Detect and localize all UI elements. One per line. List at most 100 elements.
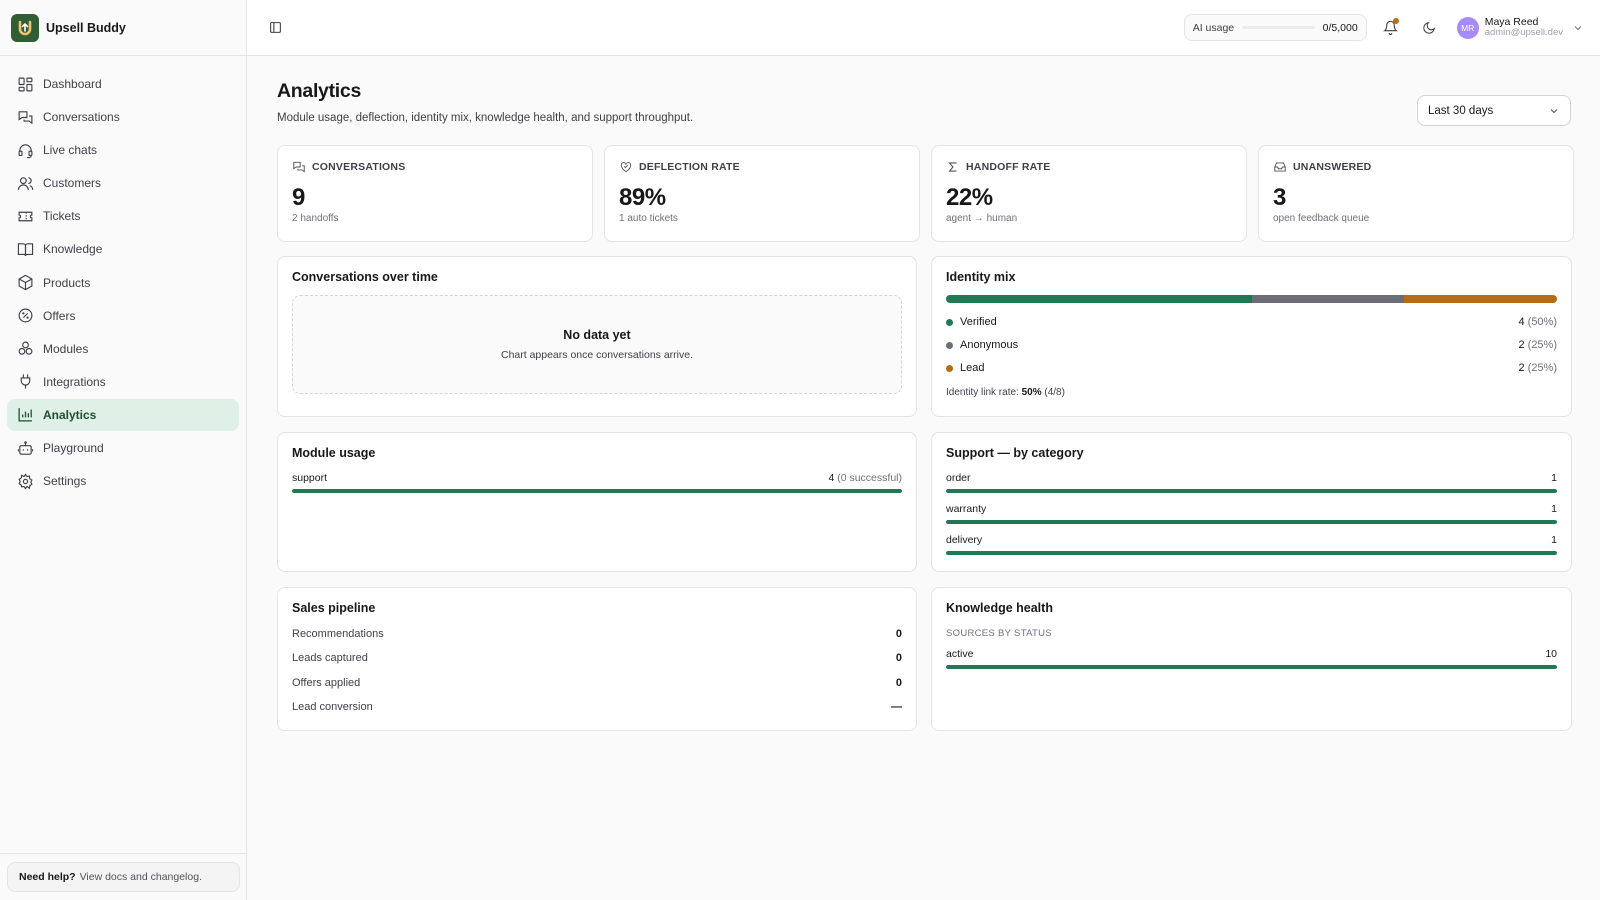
plug-icon	[20, 374, 31, 389]
ai-usage-value: 0/5,000	[1322, 21, 1358, 34]
card-title: Module usage	[292, 446, 376, 460]
stat-label: HANDOFF RATE	[966, 161, 1051, 173]
sidebar-item-products[interactable]: Products	[7, 267, 239, 299]
sidebar-item-knowledge[interactable]: Knowledge	[7, 233, 239, 265]
pipeline-row: Recommendations 0	[292, 627, 902, 641]
stat-hint: 2 handoffs	[292, 213, 339, 224]
page-title: Analytics	[277, 80, 362, 102]
sidebar-item-playground[interactable]: Playground	[7, 432, 239, 464]
link-rate-value: 50%	[1021, 387, 1042, 398]
category-label: delivery	[946, 534, 983, 546]
module-usage-card: Module usage support 4 (0 successful)	[277, 432, 917, 572]
inbox-icon	[1274, 162, 1286, 172]
pipeline-row: Leads captured 0	[292, 651, 902, 665]
card-title: Support — by category	[946, 446, 1084, 460]
pipeline-row: Lead conversion —	[292, 700, 902, 714]
ticket-icon	[18, 211, 33, 222]
sidebar-nav: Dashboard Conversations Live chats Custo…	[0, 56, 246, 510]
knowledge-health-card: Knowledge health SOURCES BY STATUS activ…	[931, 587, 1572, 731]
date-range-value: Last 30 days	[1428, 104, 1494, 117]
user-email: admin@upsell.dev	[1484, 27, 1563, 39]
theme-toggle-button[interactable]	[1415, 14, 1443, 42]
sidebar-item-live-chats[interactable]: Live chats	[7, 134, 239, 166]
stat-card-deflection-rate: DEFLECTION RATE 89% 1 auto tickets	[604, 145, 920, 242]
pipeline-value: 0	[895, 677, 902, 689]
sidebar-item-label: Conversations	[43, 110, 120, 125]
sidebar-item-label: Offers	[43, 308, 76, 323]
pipeline-label: Offers applied	[292, 677, 361, 689]
notifications-button[interactable]	[1377, 14, 1405, 42]
brand-logo-icon	[11, 13, 39, 42]
help-link[interactable]: Need help? View docs and changelog.	[7, 862, 240, 892]
sidebar-item-analytics[interactable]: Analytics	[7, 398, 239, 431]
legend-dot	[946, 341, 953, 349]
sidebar-item-customers[interactable]: Customers	[7, 167, 239, 199]
card-title: Sales pipeline	[292, 601, 376, 615]
empty-state-text: Chart appears once conversations arrive.	[500, 349, 693, 361]
stat-card-unanswered: UNANSWERED 3 open feedback queue	[1258, 145, 1574, 242]
pipeline-value: 0	[895, 628, 902, 640]
dashboard-icon	[18, 77, 33, 91]
category-row: order 1	[946, 471, 1557, 493]
sidebar-item-offers[interactable]: Offers	[7, 300, 239, 332]
sidebar-item-label: Customers	[43, 176, 102, 191]
bell-icon	[1383, 20, 1399, 35]
sidebar-item-label: Settings	[43, 474, 87, 489]
pipeline-value: —	[891, 701, 902, 713]
legend-dot	[946, 364, 953, 372]
modules-icon	[18, 341, 33, 355]
pipeline-label: Leads captured	[292, 652, 368, 664]
sidebar-item-integrations[interactable]: Integrations	[7, 366, 239, 398]
sidebar-toggle-icon	[269, 22, 281, 33]
stat-hint: open feedback queue	[1273, 213, 1370, 224]
stat-value: 22%	[946, 184, 993, 211]
date-range-select[interactable]: Last 30 days	[1417, 95, 1571, 126]
stat-value: 3	[1273, 184, 1286, 211]
sidebar-item-label: Analytics	[43, 407, 97, 422]
section-caption: SOURCES BY STATUS	[946, 628, 1052, 639]
knowledge-status-row: active 10	[946, 647, 1557, 669]
module-name: support	[292, 472, 328, 484]
category-label: order	[946, 472, 971, 484]
identity-label: Anonymous	[960, 339, 1019, 351]
progress-track	[946, 551, 1557, 555]
sidebar-item-label: Dashboard	[43, 77, 102, 91]
stat-label: DEFLECTION RATE	[639, 161, 740, 173]
stat-value: 89%	[619, 184, 666, 211]
users-icon	[17, 177, 34, 190]
identity-label: Lead	[960, 362, 985, 374]
sidebar-item-label: Products	[43, 275, 91, 290]
module-usage-row: support 4 (0 successful)	[292, 471, 902, 493]
sidebar-toggle-button[interactable]	[265, 18, 285, 38]
sidebar-item-tickets[interactable]: Tickets	[7, 200, 239, 232]
ai-usage-meter[interactable]: AI usage 0/5,000	[1183, 14, 1367, 41]
sidebar-item-modules[interactable]: Modules	[7, 333, 239, 365]
status-value: 10	[1545, 648, 1557, 660]
ai-usage-label: AI usage	[1192, 21, 1235, 34]
status-label: active	[946, 648, 974, 660]
bot-icon	[17, 440, 34, 455]
identity-mix-row: Lead 2 (25%)	[946, 361, 1557, 375]
empty-state-title: No data yet	[563, 328, 631, 342]
brand-name: Upsell Buddy	[46, 20, 126, 35]
chevron-down-icon	[1550, 108, 1558, 113]
user-menu[interactable]: MR Maya Reed admin@upsell.dev	[1456, 16, 1584, 39]
sidebar-item-label: Knowledge	[43, 242, 103, 257]
sidebar-item-settings[interactable]: Settings	[7, 465, 239, 497]
identity-mix-row: Anonymous 2 (25%)	[946, 338, 1557, 352]
brand[interactable]: Upsell Buddy	[0, 0, 246, 56]
sidebar-item-label: Playground	[43, 441, 104, 456]
sidebar-item-conversations[interactable]: Conversations	[7, 101, 239, 133]
progress-fill	[946, 489, 1557, 493]
sidebar: Upsell Buddy Dashboard Conversations Liv…	[0, 0, 247, 900]
identity-label: Verified	[960, 316, 997, 328]
book-icon	[17, 243, 34, 256]
chevron-down-icon	[1572, 22, 1584, 34]
module-count: 4	[828, 472, 835, 484]
headset-icon	[18, 144, 33, 158]
sidebar-item-dashboard[interactable]: Dashboard	[7, 68, 239, 100]
identity-mix-card: Identity mix Verified 4 (50%) Anonymous …	[931, 256, 1572, 417]
stat-card-conversations: CONVERSATIONS 9 2 handoffs	[277, 145, 593, 242]
category-value: 1	[1551, 534, 1557, 546]
progress-fill	[946, 551, 1557, 555]
